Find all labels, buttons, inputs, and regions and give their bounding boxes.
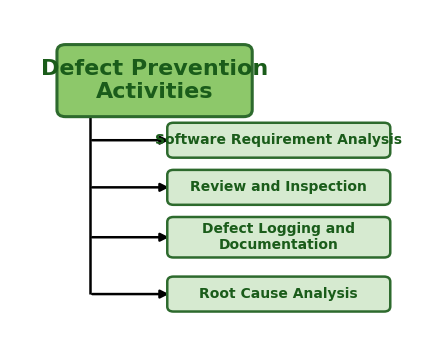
FancyBboxPatch shape bbox=[57, 45, 252, 117]
FancyBboxPatch shape bbox=[167, 170, 390, 205]
Text: Root Cause Analysis: Root Cause Analysis bbox=[199, 287, 358, 301]
Text: Software Requirement Analysis: Software Requirement Analysis bbox=[155, 133, 402, 147]
Text: Review and Inspection: Review and Inspection bbox=[191, 180, 367, 194]
FancyBboxPatch shape bbox=[167, 123, 390, 158]
FancyBboxPatch shape bbox=[167, 217, 390, 257]
FancyBboxPatch shape bbox=[167, 276, 390, 311]
Text: Defect Prevention
Activities: Defect Prevention Activities bbox=[41, 59, 268, 102]
Text: Defect Logging and
Documentation: Defect Logging and Documentation bbox=[202, 222, 355, 252]
